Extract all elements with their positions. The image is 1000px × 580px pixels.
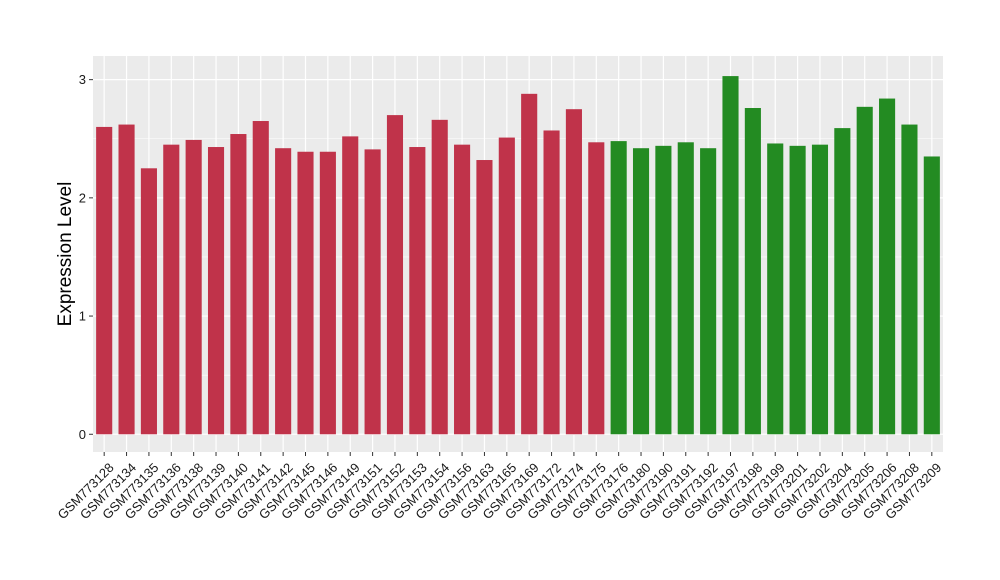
bar-GSM773180 bbox=[632, 148, 650, 435]
bar-GSM773199 bbox=[767, 143, 784, 435]
bar-GSM773142 bbox=[275, 148, 292, 435]
bar-GSM773145 bbox=[297, 151, 314, 435]
bar-GSM773191 bbox=[677, 142, 694, 435]
bar-GSM773201 bbox=[789, 145, 806, 435]
bar-GSM773151 bbox=[364, 149, 381, 435]
x-axis: GSM773128GSM773134GSM773135GSM773136GSM7… bbox=[55, 452, 944, 522]
y-tick-label: 2 bbox=[79, 190, 86, 205]
bar-GSM773172 bbox=[543, 130, 560, 435]
bar-GSM773153 bbox=[409, 147, 426, 435]
bar-GSM773192 bbox=[700, 148, 717, 435]
bar-GSM773206 bbox=[879, 98, 896, 435]
bar-GSM773205 bbox=[856, 106, 873, 435]
bar-GSM773149 bbox=[342, 136, 359, 435]
bar-GSM773136 bbox=[163, 144, 180, 435]
y-tick-label: 1 bbox=[79, 309, 86, 324]
bar-GSM773208 bbox=[901, 124, 918, 435]
bar-GSM773174 bbox=[565, 109, 582, 435]
bar-GSM773204 bbox=[834, 128, 851, 435]
bar-GSM773163 bbox=[476, 160, 493, 435]
bar-GSM773176 bbox=[610, 141, 627, 435]
bar-GSM773175 bbox=[588, 142, 605, 435]
bar-GSM773197 bbox=[722, 76, 739, 435]
bar-GSM773139 bbox=[207, 147, 225, 435]
bar-GSM773156 bbox=[454, 144, 471, 435]
bar-GSM773140 bbox=[230, 134, 247, 435]
bars bbox=[96, 76, 940, 435]
bar-GSM773128 bbox=[96, 126, 113, 435]
bar-GSM773209 bbox=[923, 156, 940, 435]
bar-GSM773152 bbox=[386, 115, 404, 435]
y-tick-label: 0 bbox=[79, 427, 86, 442]
bar-GSM773138 bbox=[185, 139, 202, 435]
bar-GSM773154 bbox=[431, 119, 448, 435]
bar-GSM773134 bbox=[118, 124, 135, 435]
y-tick-label: 3 bbox=[79, 72, 86, 87]
y-axis-title: Expression Level bbox=[55, 182, 76, 327]
bar-GSM773169 bbox=[521, 93, 538, 435]
y-axis: 0 1 2 3 bbox=[79, 72, 93, 442]
bar-GSM773202 bbox=[811, 144, 829, 435]
bar-GSM773165 bbox=[498, 137, 515, 435]
bar-GSM773141 bbox=[252, 121, 269, 435]
bar-GSM773198 bbox=[744, 108, 761, 435]
bar-GSM773190 bbox=[655, 145, 672, 435]
bar-GSM773135 bbox=[140, 168, 157, 435]
bar-GSM773146 bbox=[319, 151, 336, 435]
